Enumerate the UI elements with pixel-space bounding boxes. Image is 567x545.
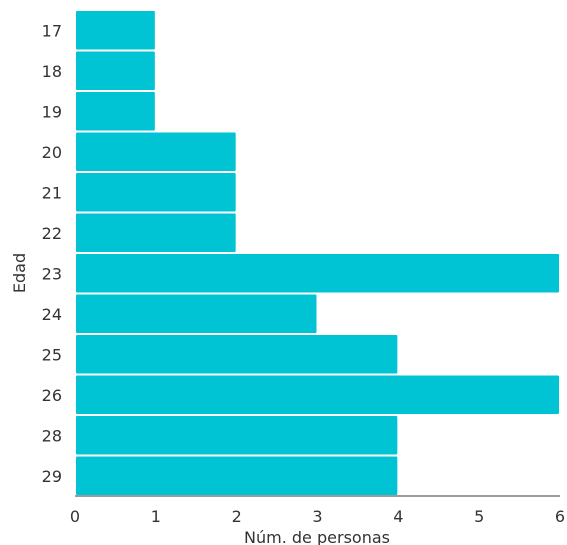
x-tick-label-6: 6 <box>555 507 565 526</box>
y-tick-labels: 17 18 19 20 21 22 23 24 25 26 28 29 <box>42 21 62 486</box>
bar-18 <box>74 49 157 92</box>
bar-22 <box>74 211 238 254</box>
bar-19 <box>74 90 157 133</box>
x-axis-title: Núm. de personas <box>244 528 390 545</box>
y-tick-label-29: 29 <box>42 467 62 486</box>
x-tick-labels: 0 1 2 3 4 5 6 <box>70 507 565 526</box>
y-tick-label-25: 25 <box>42 345 62 364</box>
x-tick-label-5: 5 <box>474 507 484 526</box>
x-tick-label-1: 1 <box>151 507 161 526</box>
y-tick-label-21: 21 <box>42 183 62 202</box>
bar-17 <box>74 9 157 52</box>
y-tick-label-19: 19 <box>42 102 62 121</box>
y-tick-label-22: 22 <box>42 224 62 243</box>
y-tick-label-24: 24 <box>42 305 62 324</box>
y-tick-label-18: 18 <box>42 62 62 81</box>
y-axis-title: Edad <box>10 253 29 293</box>
bar-28 <box>74 414 400 457</box>
x-tick-label-3: 3 <box>312 507 322 526</box>
y-tick-label-23: 23 <box>42 264 62 283</box>
y-tick-label-17: 17 <box>42 21 62 40</box>
bar-24 <box>74 292 319 335</box>
x-tick-label-4: 4 <box>393 507 403 526</box>
y-tick-label-28: 28 <box>42 426 62 445</box>
y-tick-label-26: 26 <box>42 386 62 405</box>
x-tick-label-0: 0 <box>70 507 80 526</box>
y-tick-label-20: 20 <box>42 143 62 162</box>
bar-25 <box>74 333 400 376</box>
bar-23 <box>74 252 561 295</box>
bar-21 <box>74 171 238 214</box>
bar-26 <box>74 373 561 416</box>
bars-group <box>74 9 561 497</box>
bar-29 <box>74 454 400 497</box>
bar-20 <box>74 130 238 173</box>
x-tick-label-2: 2 <box>232 507 242 526</box>
